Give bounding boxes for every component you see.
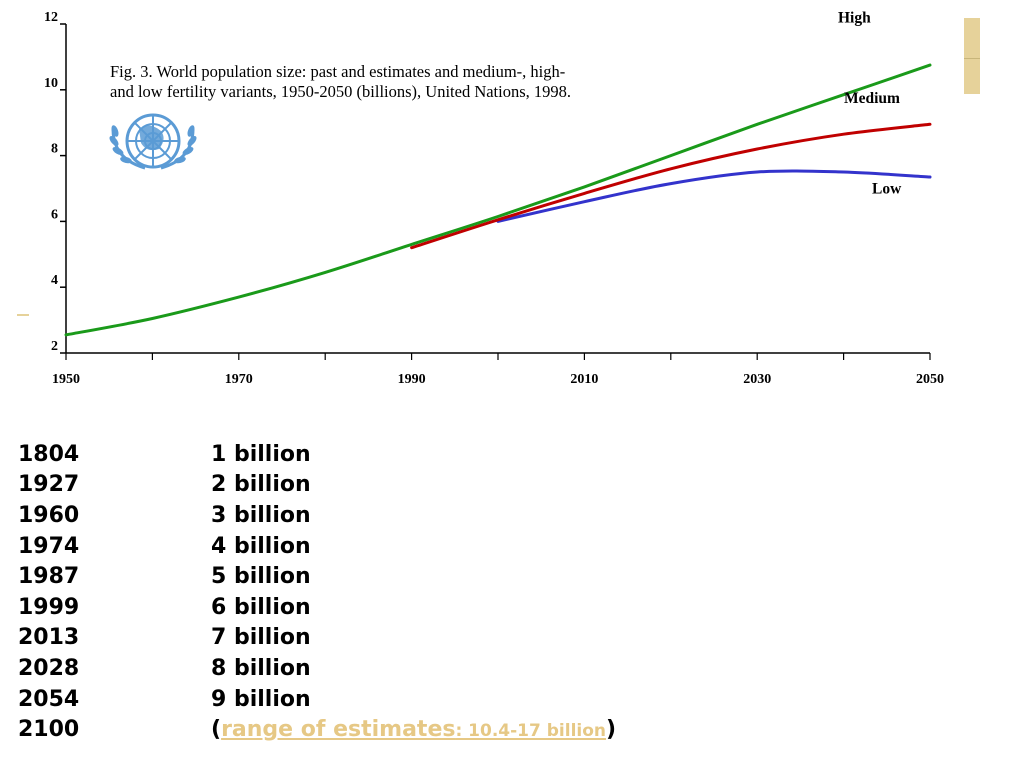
y-tick-label: 12 [44, 10, 58, 25]
milestone-year: 1987 [18, 564, 80, 590]
series-label-high: High [838, 9, 871, 26]
chart-title: Fig. 3. World population size: past and … [110, 62, 571, 101]
x-tick-label: 1970 [225, 372, 253, 387]
range-link-label: range of estimates [221, 717, 456, 743]
decorative-accent-divider [964, 58, 980, 59]
x-tick-label: 1990 [398, 372, 426, 387]
decorative-accent-dash [17, 314, 29, 316]
y-tick-label: 8 [51, 142, 58, 157]
milestone-text: 9 billion [211, 686, 311, 712]
milestone-row-1927: 1927 2 billion [18, 470, 778, 501]
population-chart: 2 4 6 8 10 12 1950 1970 1990 2010 2030 2050 Fig. 3.… [44, 9, 944, 387]
milestone-year: 2013 [18, 625, 80, 651]
chart-title-line-2: and low fertility variants, 1950-2050 (b… [110, 82, 571, 101]
open-paren: ( [211, 717, 222, 743]
x-tick-label: 2010 [570, 372, 598, 387]
milestone-row-1974: 1974 4 billion [18, 531, 778, 562]
series-line-medium [410, 122, 932, 250]
x-tick-label: 1950 [52, 372, 80, 387]
chart-series-labels: High Medium Low [838, 9, 902, 197]
milestone-text: 5 billion [211, 564, 311, 590]
y-tick-label: 2 [51, 339, 58, 354]
milestone-row-1987: 1987 5 billion [18, 561, 778, 592]
milestone-row-1960: 1960 3 billion [18, 500, 778, 531]
milestone-year: 1804 [18, 441, 80, 467]
milestone-year: 1927 [18, 472, 80, 498]
milestone-text: 4 billion [211, 533, 311, 559]
range-link-value: : 10.4-17 billion [455, 721, 607, 742]
milestone-row-2054: 2054 9 billion [18, 684, 778, 715]
milestone-row-1999: 1999 6 billion [18, 592, 778, 623]
x-tick-label: 2030 [743, 372, 771, 387]
milestone-year: 2054 [18, 686, 80, 712]
milestone-row-1804: 1804 1 billion [18, 439, 778, 470]
milestone-text: 7 billion [211, 625, 311, 651]
un-emblem-icon [109, 113, 197, 170]
range-of-estimates-link[interactable]: range of estimates: 10.4-17 billion [221, 717, 606, 742]
milestone-text: 1 billion [211, 441, 311, 467]
milestone-row-2013: 2013 7 billion [18, 623, 778, 654]
milestone-year: 2100 [18, 717, 80, 743]
milestone-text: 8 billion [211, 655, 311, 681]
series-line-high [64, 63, 932, 337]
decorative-accent-bar [964, 18, 980, 94]
milestone-year: 1999 [18, 594, 80, 620]
series-label-low: Low [872, 180, 902, 197]
series-line-low [496, 169, 932, 223]
milestone-text: 6 billion [211, 594, 311, 620]
milestone-text: 3 billion [211, 502, 311, 528]
milestone-row-2028: 2028 8 billion [18, 653, 778, 684]
milestone-year: 1974 [18, 533, 80, 559]
y-tick-label: 6 [51, 207, 58, 222]
population-milestones-list: 1804 1 billion 1927 2 billion 1960 3 billion 1… [18, 439, 778, 745]
x-tick-label: 2050 [916, 372, 944, 387]
milestone-year: 1960 [18, 502, 80, 528]
milestone-text: (range of estimates: 10.4-17 billion) [211, 717, 616, 742]
series-label-medium: Medium [844, 90, 900, 107]
chart-series [64, 63, 932, 337]
milestone-row-2100: 2100 (range of estimates: 10.4-17 billio… [18, 714, 778, 745]
milestone-text: 2 billion [211, 472, 311, 498]
close-paren: ) [606, 717, 617, 743]
chart-title-line-1: Fig. 3. World population size: past and … [110, 62, 565, 81]
y-tick-label: 10 [44, 76, 58, 91]
chart-axes: 2 4 6 8 10 12 1950 1970 1990 2010 2030 2050 [44, 10, 944, 387]
milestone-year: 2028 [18, 655, 80, 681]
y-tick-label: 4 [51, 273, 58, 288]
